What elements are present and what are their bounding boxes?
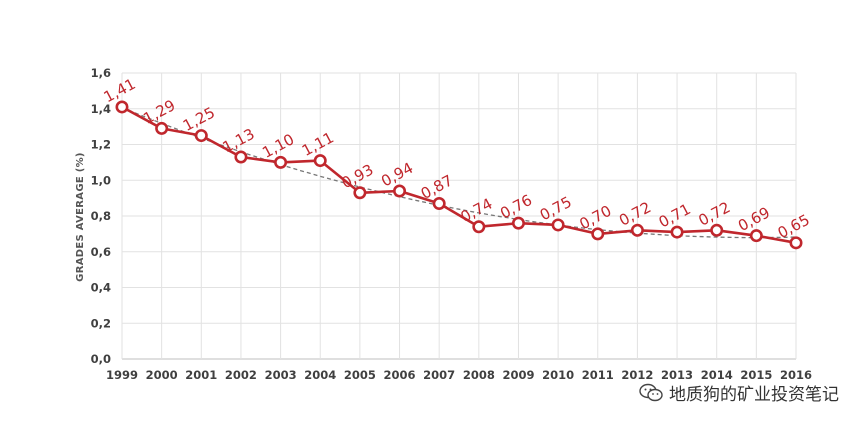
grid-lines [121, 72, 797, 360]
watermark: 地质狗的矿业投资笔记 [639, 380, 839, 405]
y-tick-label: 0,0 [91, 352, 111, 366]
x-tick-label: 2013 [661, 368, 693, 382]
y-tick-label: 1,4 [91, 102, 111, 116]
y-tick-label: 0,2 [91, 316, 111, 330]
x-tick-label: 2006 [384, 368, 416, 382]
x-tick-label: 2002 [225, 368, 257, 382]
y-tick-label: 0,8 [91, 209, 111, 223]
x-tick-label: 2004 [304, 368, 336, 382]
x-tick-label: 1999 [106, 368, 138, 382]
data-point [630, 223, 644, 237]
x-tick-label: 2015 [740, 368, 772, 382]
data-point [234, 150, 248, 164]
y-tick-label: 0,4 [91, 281, 111, 295]
x-tick-label: 2011 [582, 368, 614, 382]
trendline [121, 106, 797, 239]
x-tick-label: 2007 [423, 368, 455, 382]
data-labels: 1,411,29 1,251,13 1,10 1,110,93 0,94 0,870,74… [101, 75, 813, 242]
data-point [591, 227, 605, 241]
series-grades [121, 105, 797, 245]
data-points [115, 100, 803, 250]
x-tick-label: 2016 [780, 368, 812, 382]
x-tick-label: 2003 [265, 368, 297, 382]
data-point [511, 216, 525, 230]
data-point [789, 236, 803, 250]
x-tick-label: 2000 [146, 368, 178, 382]
data-point [274, 155, 288, 169]
data-point [194, 129, 208, 143]
data-point [749, 229, 763, 243]
y-axis-title: GRADES AVERAGE (%) [75, 152, 86, 282]
data-point [670, 225, 684, 239]
x-tick-label: 2010 [542, 368, 574, 382]
x-tick-labels: 1999 2000 2001 2002 2003 2004 2005 2006 2007 2008… [106, 368, 812, 382]
x-tick-label: 2012 [621, 368, 653, 382]
y-tick-label: 1,6 [91, 66, 111, 80]
x-tick-label: 2008 [463, 368, 495, 382]
data-point [472, 220, 486, 234]
y-tick-label: 0,6 [91, 245, 111, 259]
data-point [551, 218, 565, 232]
data-point [155, 121, 169, 135]
data-point [393, 184, 407, 198]
x-tick-label: 2014 [701, 368, 733, 382]
y-tick-label: 1,0 [91, 173, 111, 187]
y-tick-label: 1,2 [91, 138, 111, 152]
x-tick-label: 2009 [502, 368, 534, 382]
data-point [353, 186, 367, 200]
y-tick-labels: 0,0 0,2 0,4 0,6 0,8 1,0 1,2 1,4 1,6 [91, 66, 111, 366]
x-tick-label: 2001 [185, 368, 217, 382]
data-point [710, 223, 724, 237]
data-point [432, 196, 446, 210]
x-tick-label: 2005 [344, 368, 376, 382]
data-point [115, 100, 129, 114]
wechat-icon [639, 383, 663, 403]
trendline-path [121, 106, 797, 239]
watermark-text: 地质狗的矿业投资笔记 [669, 385, 839, 405]
series-line [121, 105, 797, 245]
data-point [313, 154, 327, 168]
